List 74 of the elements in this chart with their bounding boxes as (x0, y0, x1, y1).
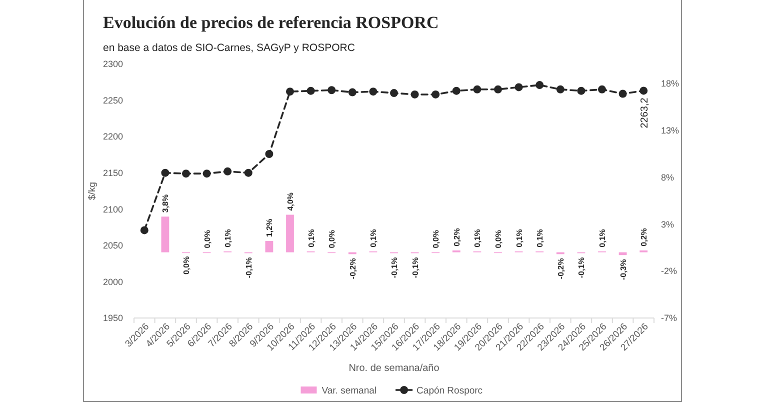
data-label: 2263,2 (640, 97, 651, 128)
point (140, 226, 148, 234)
data-label: 0,0% (328, 230, 337, 248)
y-tick-label: 2250 (102, 95, 123, 106)
point (577, 86, 586, 95)
point (306, 86, 315, 95)
legend-label: Capón Rosporc (416, 385, 483, 396)
data-label: -0,1% (244, 257, 254, 278)
data-label: 0,0% (182, 256, 191, 275)
data-label: -0,2% (556, 258, 566, 280)
data-label: -0,1% (390, 257, 399, 278)
data-label: 0,1% (536, 229, 545, 248)
point (618, 90, 627, 98)
data-label: 1,2% (265, 218, 274, 238)
point (328, 86, 336, 94)
y-tick-label: 2150 (102, 168, 123, 178)
data-label: 0,2% (640, 228, 649, 246)
data-label: 0,1% (514, 229, 524, 248)
data-label: 0,1% (224, 229, 233, 248)
y2-tick-label: 18% (661, 78, 680, 88)
point (161, 168, 170, 177)
point (410, 90, 419, 98)
data-label: 0,2% (452, 228, 462, 246)
data-label: -0,3% (618, 259, 628, 280)
legend-label: Var. semanal (322, 385, 376, 396)
point (390, 89, 398, 98)
data-label: 0,0% (494, 230, 503, 248)
y-axis-title: $/kg (87, 182, 98, 200)
point (244, 168, 252, 177)
point (348, 88, 356, 96)
point (265, 150, 274, 158)
point (494, 85, 502, 94)
point (473, 85, 482, 94)
y2-tick-label: -2% (661, 266, 678, 276)
bar (286, 214, 294, 252)
y-tick-label: 2000 (102, 276, 123, 287)
point (514, 83, 523, 92)
point (452, 86, 460, 95)
point (202, 170, 211, 178)
y-tick-label: 2200 (102, 132, 123, 142)
y2-tick-label: -7% (661, 313, 678, 324)
data-label: 4,0% (286, 192, 295, 211)
point (536, 81, 544, 90)
data-label: -0,1% (577, 257, 586, 278)
data-label: 3,8% (161, 194, 170, 213)
point (369, 88, 378, 96)
chart-subtitle: en base a datos de SIO-Carnes, SAGyP y ROSPORC (103, 42, 356, 54)
point (640, 86, 648, 95)
y2-tick-label: 8% (661, 172, 674, 182)
bar (265, 241, 274, 252)
data-label: 0,0% (202, 230, 212, 248)
data-label: 0,0% (432, 230, 441, 248)
point (286, 88, 294, 96)
data-label: 0,1% (598, 229, 607, 248)
point (432, 90, 440, 98)
bar (618, 252, 627, 256)
chart-title: Evolución de precios de referencia ROSPORC (103, 13, 439, 32)
data-label: 0,1% (473, 229, 482, 248)
x-axis-title: Nro. de semana/año (348, 363, 440, 374)
y-tick-label: 2050 (102, 240, 123, 251)
point (598, 85, 606, 94)
y-tick-label: 2300 (102, 59, 123, 70)
point (224, 167, 232, 176)
data-label: 0,1% (306, 229, 316, 248)
point (556, 85, 564, 94)
y-tick-label: 2100 (102, 204, 123, 214)
bar (161, 216, 170, 252)
point (182, 170, 190, 178)
y2-tick-label: 3% (661, 219, 674, 230)
y2-tick-label: 13% (661, 125, 680, 136)
data-label: -0,1% (410, 257, 420, 278)
data-label: -0,2% (348, 258, 358, 280)
y-tick-label: 1950 (102, 313, 123, 324)
data-label: 0,1% (369, 229, 378, 248)
